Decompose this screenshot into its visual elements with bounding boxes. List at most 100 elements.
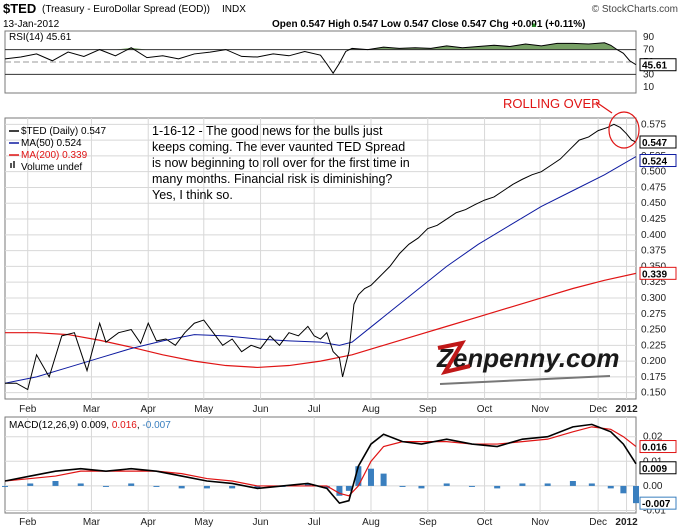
- rsi-overbought-fill: [5, 42, 636, 50]
- macd-histogram-bar: [345, 485, 352, 491]
- macd-histogram-bar: [399, 485, 406, 487]
- price-tick-label: 0.150: [641, 388, 666, 399]
- macd-hist-badge: -0.007: [642, 499, 671, 510]
- rsi-tick-label: 90: [643, 32, 655, 43]
- macd-histogram-bar: [52, 481, 59, 486]
- header-exchange: INDX: [222, 4, 246, 15]
- macd-histogram-bar: [229, 485, 236, 489]
- macd-histogram-bar: [494, 485, 501, 489]
- macd-x-tick-label: Dec: [589, 517, 607, 528]
- price-x-tick-label: Aug: [362, 404, 380, 415]
- annotation-line: keeps coming. The ever vaunted TED Sprea…: [152, 140, 405, 154]
- price-tick-label: 0.225: [641, 340, 666, 351]
- macd-histogram-bar: [254, 485, 261, 489]
- ma200-value-badge-box: [639, 266, 677, 280]
- annotation-line: Yes, I think so.: [152, 188, 233, 202]
- macd-histogram-bar: [620, 485, 627, 494]
- price-x-tick-label: Dec: [589, 404, 607, 415]
- header-copyright: © StockCharts.com: [592, 4, 678, 15]
- macd-histogram-bar: [2, 485, 8, 487]
- price-x-tick-label: Jul: [308, 404, 321, 415]
- zenpenny-logo: Zenpenny.com: [436, 340, 620, 385]
- price-x-tick-label: Feb: [19, 404, 37, 415]
- header-name: (Treasury - EuroDollar Spread (EOD)): [42, 4, 210, 15]
- macd-histogram-bar: [77, 483, 84, 486]
- price-tick-label: 0.200: [641, 356, 666, 367]
- rsi-panel: 103050709045.61: [4, 32, 677, 93]
- price-tick-label: 0.375: [641, 246, 666, 257]
- price-value-badge-box: [639, 135, 677, 149]
- price-tick-label: 0.400: [641, 230, 666, 241]
- macd-histogram-bar: [178, 485, 185, 489]
- macd-histogram-bar: [443, 483, 450, 486]
- price-x-tick-label: May: [194, 404, 213, 415]
- price-tick-label: 0.250: [641, 325, 666, 336]
- legend-swatch-volume: [10, 163, 12, 168]
- header-date: 13-Jan-2012: [3, 19, 60, 30]
- macd-panel-frame: [4, 416, 637, 514]
- annotation-text: 1-16-12 - The good news for the bulls ju…: [152, 124, 410, 202]
- legend-ma200: MA(200) 0.339: [21, 150, 88, 161]
- macd-histogram-bar: [633, 485, 639, 504]
- price-tick-label: 0.325: [641, 277, 666, 288]
- macd-histogram-bar: [588, 483, 595, 486]
- price-x-tick-label: Apr: [140, 404, 156, 415]
- price-x-tick-label: Nov: [531, 404, 549, 415]
- header-ohlc: Open 0.547 High 0.547 Low 0.547 Close 0.…: [272, 19, 586, 30]
- macd-signal-badge: 0.016: [642, 443, 667, 454]
- macd-signal-line: [4, 426, 637, 497]
- rsi-title: RSI(14) 45.61: [9, 32, 72, 43]
- annotation-line: 1-16-12 - The good news for the bulls ju…: [152, 124, 383, 138]
- logo-z-mark: [437, 340, 471, 376]
- price-tick-label: 0.475: [641, 182, 666, 193]
- macd-histogram-bar: [607, 485, 614, 489]
- macd-histogram-bar: [153, 485, 160, 487]
- macd-x-tick-label: Nov: [531, 517, 549, 528]
- macd-x-tick-label: Oct: [477, 517, 493, 528]
- macd-histogram-bar: [544, 483, 551, 486]
- macd-x-tick-label: 2012: [615, 517, 638, 528]
- macd-histogram-bar: [380, 473, 387, 486]
- rsi-tick-label: 30: [643, 69, 655, 80]
- macd-histogram-bar: [304, 483, 311, 486]
- macd-title-main: MACD(12,26,9) 0.009,: [9, 420, 112, 431]
- macd-title: MACD(12,26,9) 0.009, 0.016, -0.007: [9, 420, 171, 431]
- price-tick-label: 0.500: [641, 167, 666, 178]
- rsi-tick-label: 10: [643, 82, 655, 93]
- macd-histogram-bar: [355, 466, 362, 486]
- annotation-line: is now beginning to roll over for the fi…: [152, 156, 410, 170]
- legend-ma50: MA(50) 0.524: [21, 138, 82, 149]
- price-panel-frame: [4, 117, 637, 400]
- ma200-value-badge: 0.339: [642, 269, 667, 280]
- rsi-line: [4, 42, 637, 75]
- macd-x-tick-label: Aug: [362, 517, 380, 528]
- price-tick-label: 0.300: [641, 293, 666, 304]
- price-tick-label: 0.425: [641, 214, 666, 225]
- price-x-tick-label: Oct: [477, 404, 493, 415]
- price-panel: 0.150 0.175 0.200 0.225 0.250 0.275 0.300 0.325…: [4, 118, 677, 415]
- macd-signal-badge-box: [639, 440, 677, 454]
- macd-x-tick-label: Mar: [83, 517, 101, 528]
- macd-histogram-bar: [519, 483, 526, 486]
- macd-value-badge: 0.009: [642, 464, 667, 475]
- svg-text:MACD(12,26,9) 0.009, 0.016, -0: MACD(12,26,9) 0.009, 0.016, -0.007: [9, 420, 171, 431]
- rsi-value-badge-box: [639, 58, 677, 72]
- rolling-over-pointer: [595, 101, 613, 114]
- rsi-value-badge: 45.61: [642, 61, 667, 72]
- price-x-tick-label: Jun: [252, 404, 268, 415]
- macd-tick-label: -0.01: [643, 506, 666, 517]
- price-x-tick-label: Mar: [83, 404, 101, 415]
- macd-x-tick-label: Apr: [140, 517, 156, 528]
- macd-line: [4, 423, 637, 505]
- annotation-line: many months. Financial risk is diminishi…: [152, 172, 392, 186]
- macd-histogram-bar: [128, 483, 135, 486]
- price-x-tick-label: 2012: [615, 404, 638, 415]
- macd-histogram-bar: [569, 481, 576, 486]
- price-tick-label: 0.275: [641, 309, 666, 320]
- rolling-over-label: ROLLING OVER: [503, 96, 601, 111]
- header-symbol: $TED: [3, 1, 36, 16]
- price-line: [5, 123, 637, 391]
- legend-price: $TED (Daily) 0.547: [21, 126, 106, 137]
- macd-x-tick-label: Jul: [308, 517, 321, 528]
